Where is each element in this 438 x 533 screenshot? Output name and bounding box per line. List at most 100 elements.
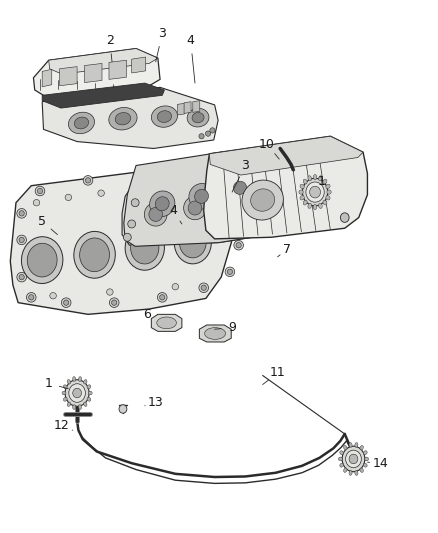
Ellipse shape xyxy=(65,194,72,200)
Ellipse shape xyxy=(64,300,69,305)
Text: 13: 13 xyxy=(148,395,163,409)
Ellipse shape xyxy=(106,289,113,295)
Ellipse shape xyxy=(28,295,34,300)
Ellipse shape xyxy=(145,203,167,226)
Ellipse shape xyxy=(340,451,343,455)
Ellipse shape xyxy=(157,111,172,123)
Ellipse shape xyxy=(157,317,177,329)
Ellipse shape xyxy=(355,471,358,475)
Ellipse shape xyxy=(340,213,349,222)
Polygon shape xyxy=(33,49,160,101)
Ellipse shape xyxy=(133,186,139,192)
Ellipse shape xyxy=(303,179,307,184)
Ellipse shape xyxy=(65,379,89,406)
Ellipse shape xyxy=(19,274,24,280)
Ellipse shape xyxy=(346,450,361,468)
Ellipse shape xyxy=(189,183,214,209)
Ellipse shape xyxy=(308,203,311,208)
Polygon shape xyxy=(132,57,146,73)
Ellipse shape xyxy=(17,272,26,282)
Ellipse shape xyxy=(69,384,85,402)
Ellipse shape xyxy=(87,385,91,389)
Ellipse shape xyxy=(242,180,283,220)
Ellipse shape xyxy=(98,190,104,196)
Ellipse shape xyxy=(343,446,347,450)
Ellipse shape xyxy=(228,176,252,200)
Ellipse shape xyxy=(74,231,115,278)
Ellipse shape xyxy=(124,233,131,241)
Ellipse shape xyxy=(342,446,365,472)
Ellipse shape xyxy=(318,176,322,181)
Ellipse shape xyxy=(349,471,352,475)
Ellipse shape xyxy=(205,131,211,136)
Ellipse shape xyxy=(339,457,343,461)
Ellipse shape xyxy=(360,468,364,472)
Ellipse shape xyxy=(67,402,71,407)
Ellipse shape xyxy=(73,388,81,398)
Text: 2: 2 xyxy=(106,34,114,47)
Ellipse shape xyxy=(19,211,24,216)
Ellipse shape xyxy=(184,196,206,220)
Ellipse shape xyxy=(184,174,193,183)
Ellipse shape xyxy=(78,377,81,382)
Text: 10: 10 xyxy=(259,138,275,151)
Ellipse shape xyxy=(125,225,164,270)
Ellipse shape xyxy=(85,177,91,183)
Ellipse shape xyxy=(62,391,66,395)
Ellipse shape xyxy=(35,186,45,196)
Ellipse shape xyxy=(210,128,215,133)
Polygon shape xyxy=(109,60,127,79)
Ellipse shape xyxy=(323,200,327,205)
Ellipse shape xyxy=(364,457,368,461)
Polygon shape xyxy=(177,103,184,115)
Ellipse shape xyxy=(61,298,71,308)
Text: 14: 14 xyxy=(373,457,389,470)
Text: 11: 11 xyxy=(270,366,286,379)
Ellipse shape xyxy=(262,182,281,202)
Polygon shape xyxy=(151,314,182,332)
Ellipse shape xyxy=(128,220,136,228)
Ellipse shape xyxy=(194,189,208,204)
Ellipse shape xyxy=(302,178,328,206)
Ellipse shape xyxy=(109,108,137,130)
Ellipse shape xyxy=(17,235,26,245)
Polygon shape xyxy=(204,136,367,239)
Ellipse shape xyxy=(192,112,204,123)
Ellipse shape xyxy=(364,451,367,455)
Ellipse shape xyxy=(149,207,162,221)
Ellipse shape xyxy=(84,379,87,384)
Ellipse shape xyxy=(159,295,165,300)
Ellipse shape xyxy=(84,402,87,407)
Polygon shape xyxy=(193,101,200,112)
Ellipse shape xyxy=(68,112,95,134)
Polygon shape xyxy=(42,87,218,149)
Text: 12: 12 xyxy=(54,419,70,432)
Ellipse shape xyxy=(226,193,239,207)
Ellipse shape xyxy=(360,446,364,450)
Ellipse shape xyxy=(27,243,57,277)
Ellipse shape xyxy=(115,112,131,125)
Ellipse shape xyxy=(364,463,367,467)
Ellipse shape xyxy=(138,172,143,177)
Ellipse shape xyxy=(234,240,244,250)
Text: 4: 4 xyxy=(187,34,194,47)
Polygon shape xyxy=(124,152,289,246)
Ellipse shape xyxy=(74,117,88,129)
Ellipse shape xyxy=(80,238,110,272)
Ellipse shape xyxy=(300,184,304,189)
Polygon shape xyxy=(11,165,243,314)
Ellipse shape xyxy=(174,221,212,264)
Ellipse shape xyxy=(172,284,179,290)
Ellipse shape xyxy=(64,397,67,401)
Ellipse shape xyxy=(73,405,76,409)
Text: 9: 9 xyxy=(228,321,236,334)
Polygon shape xyxy=(42,69,52,87)
Text: 1: 1 xyxy=(45,377,53,390)
Ellipse shape xyxy=(83,175,93,185)
Ellipse shape xyxy=(136,170,145,180)
Ellipse shape xyxy=(221,189,243,211)
Ellipse shape xyxy=(112,300,117,305)
Text: 1: 1 xyxy=(318,175,325,188)
Ellipse shape xyxy=(219,184,228,194)
Polygon shape xyxy=(85,63,102,83)
